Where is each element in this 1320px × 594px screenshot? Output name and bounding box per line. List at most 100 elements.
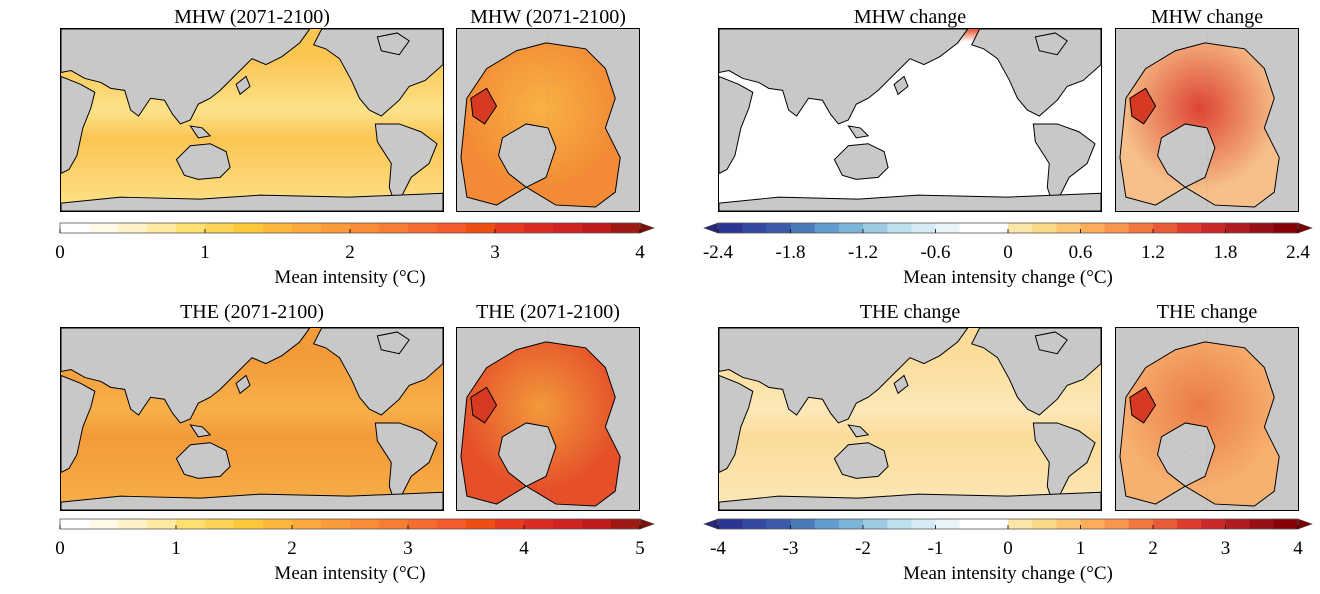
colorbar-tick-label: 0 bbox=[55, 538, 65, 559]
colorbar-segment bbox=[959, 519, 985, 529]
colorbar-label: Mean intensity (°C) bbox=[274, 563, 426, 584]
colorbar-arrow-left bbox=[703, 222, 719, 234]
colorbar-arrow-right bbox=[1297, 222, 1313, 234]
colorbar-segment bbox=[582, 223, 612, 233]
colorbar-segment bbox=[1249, 223, 1275, 233]
colorbar-segment bbox=[1104, 223, 1130, 233]
colorbar-segment bbox=[983, 223, 1009, 233]
polar-map bbox=[456, 28, 640, 212]
colorbar-segment bbox=[524, 519, 554, 529]
colorbar-tick-label: 0 bbox=[1003, 242, 1013, 263]
colorbar-segment bbox=[176, 223, 206, 233]
colorbar-segment bbox=[524, 223, 554, 233]
colorbar-segment bbox=[790, 223, 816, 233]
colorbar-segment bbox=[611, 519, 641, 529]
colorbar-segment bbox=[1032, 223, 1057, 233]
colorbar-segment bbox=[466, 223, 496, 233]
colorbar-tick-label: 0.6 bbox=[1068, 242, 1093, 263]
colorbar-label: Mean intensity change (°C) bbox=[903, 563, 1113, 584]
colorbar-tick-label: -1.2 bbox=[847, 242, 879, 263]
colorbar-segment bbox=[838, 519, 864, 529]
colorbar-tick-label: 2 bbox=[287, 538, 297, 559]
colorbar-tick-label: 2 bbox=[345, 242, 355, 263]
colorbar-tick-label: 4 bbox=[635, 242, 645, 263]
colorbar-segment bbox=[118, 223, 148, 233]
polar-map bbox=[456, 327, 640, 511]
colorbar-tick-label: 1.8 bbox=[1213, 242, 1238, 263]
colorbar-segment bbox=[263, 519, 293, 529]
colorbar-label: Mean intensity change (°C) bbox=[903, 267, 1113, 288]
colorbar-tick-label: 3 bbox=[1220, 538, 1231, 559]
colorbar-segment bbox=[1080, 519, 1106, 529]
colorbar-segment bbox=[234, 519, 264, 529]
global-map bbox=[718, 327, 1102, 511]
colorbar-segment bbox=[379, 519, 409, 529]
polar-map-title: THE (2071-2100) bbox=[476, 301, 620, 323]
global-map-title: MHW (2071-2100) bbox=[174, 6, 330, 28]
colorbar-arrow-right bbox=[639, 518, 655, 530]
colorbar-segment bbox=[611, 223, 641, 233]
colorbar-segment bbox=[89, 223, 119, 233]
colorbar-tick-label: 1 bbox=[1075, 538, 1086, 559]
colorbar-segment bbox=[983, 519, 1009, 529]
colorbar-segment bbox=[408, 519, 438, 529]
global-map-title: MHW change bbox=[853, 6, 967, 28]
colorbar-segment bbox=[60, 223, 90, 233]
colorbar-segment bbox=[1008, 519, 1033, 529]
colorbar-segment bbox=[935, 519, 961, 529]
colorbar-tick-label: -2.4 bbox=[702, 242, 734, 263]
colorbar-segment bbox=[89, 519, 119, 529]
colorbar-segment bbox=[718, 223, 743, 233]
colorbar-tick-label: 0 bbox=[55, 242, 65, 263]
colorbar-segment bbox=[321, 223, 351, 233]
colorbar-segment bbox=[292, 223, 322, 233]
colorbar-label: Mean intensity (°C) bbox=[274, 267, 426, 288]
colorbar-arrow-right bbox=[639, 222, 655, 234]
colorbar-segment bbox=[766, 223, 791, 233]
colorbar-segment bbox=[718, 519, 743, 529]
colorbar-segment bbox=[466, 519, 496, 529]
colorbar-segment bbox=[935, 223, 961, 233]
colorbar-segment bbox=[911, 223, 936, 233]
colorbar-tick-label: 4 bbox=[519, 538, 529, 559]
colorbar-tick-label: 1 bbox=[171, 538, 181, 559]
colorbar-tick-label: -4 bbox=[710, 538, 726, 559]
colorbar-segment bbox=[1177, 519, 1202, 529]
colorbar-segment bbox=[582, 519, 612, 529]
colorbar-segment bbox=[1249, 519, 1275, 529]
colorbar-segment bbox=[1273, 519, 1299, 529]
colorbar-segment bbox=[205, 519, 235, 529]
colorbar-segment bbox=[147, 223, 177, 233]
colorbar-tick-label: -3 bbox=[782, 538, 799, 559]
colorbar-segment bbox=[742, 223, 767, 233]
colorbar-segment bbox=[1177, 223, 1202, 233]
colorbar-segment bbox=[1201, 519, 1226, 529]
colorbar-segment bbox=[1056, 519, 1081, 529]
colorbar-segment bbox=[147, 519, 177, 529]
global-map bbox=[60, 327, 444, 511]
colorbar-arrow-left bbox=[703, 518, 719, 530]
colorbar-tick-label: 1 bbox=[200, 242, 210, 263]
colorbar-segment bbox=[1225, 519, 1251, 529]
colorbar-tick-label: 2.4 bbox=[1286, 242, 1310, 263]
colorbar-segment bbox=[1008, 223, 1033, 233]
colorbar-segment bbox=[1104, 519, 1130, 529]
colorbar-segment bbox=[1153, 223, 1178, 233]
colorbar-segment bbox=[118, 519, 148, 529]
colorbar-segment bbox=[911, 519, 936, 529]
polar-map-title: MHW change bbox=[1150, 6, 1264, 28]
colorbar bbox=[59, 222, 655, 234]
colorbar-segment bbox=[176, 519, 206, 529]
colorbar bbox=[59, 518, 655, 530]
colorbar-segment bbox=[887, 223, 912, 233]
colorbar-segment bbox=[838, 223, 864, 233]
colorbar-segment bbox=[1201, 223, 1226, 233]
polar-map-title: THE change bbox=[1156, 301, 1258, 323]
colorbar-tick-label: 5 bbox=[635, 538, 645, 559]
colorbar-segment bbox=[553, 223, 583, 233]
colorbar-segment bbox=[863, 223, 888, 233]
colorbar-arrow-right bbox=[1297, 518, 1313, 530]
colorbar-tick-label: 0 bbox=[1003, 538, 1013, 559]
colorbar-segment bbox=[437, 519, 467, 529]
